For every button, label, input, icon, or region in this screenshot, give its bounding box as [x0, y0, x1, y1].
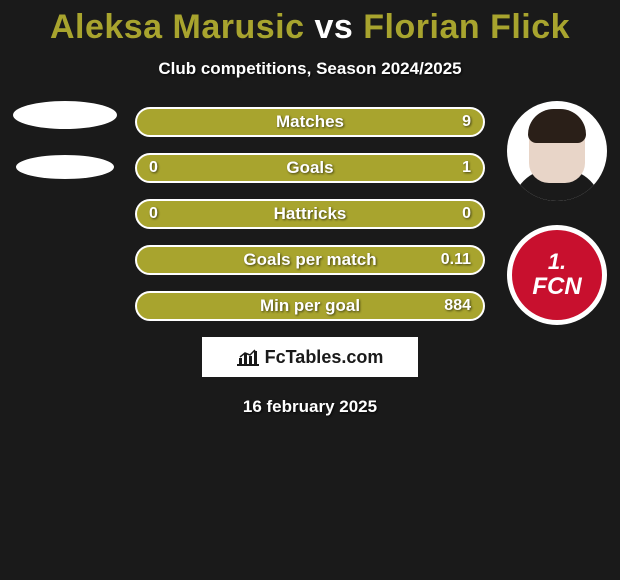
stat-right-value: 0 [462, 205, 471, 223]
stat-label: Hattricks [274, 204, 347, 224]
stat-left-value: 0 [149, 205, 158, 223]
player1-photo-placeholder [13, 101, 117, 129]
comparison-container: Aleksa Marusic vs Florian Flick Club com… [0, 0, 620, 417]
page-title: Aleksa Marusic vs Florian Flick [0, 8, 620, 47]
vs-text: vs [315, 8, 354, 46]
brand-text: FcTables.com [265, 347, 384, 368]
right-column: 1. FCN [502, 101, 612, 325]
chart-icon [237, 348, 259, 366]
player2-club-badge: 1. FCN [507, 225, 607, 325]
stat-right-value: 884 [444, 297, 471, 315]
stat-row-hattricks: 0 Hattricks 0 [135, 199, 485, 229]
player2-photo [507, 101, 607, 201]
stat-row-goals-per-match: Goals per match 0.11 [135, 245, 485, 275]
player2-hair [528, 109, 586, 143]
stat-row-matches: Matches 9 [135, 107, 485, 137]
club-badge-bottom: FCN [532, 275, 581, 299]
stat-right-value: 0.11 [441, 251, 471, 269]
stat-label: Goals per match [243, 250, 376, 270]
player2-name: Florian Flick [363, 8, 570, 46]
footer-date: 16 february 2025 [0, 397, 620, 417]
subtitle: Club competitions, Season 2024/2025 [0, 59, 620, 79]
stat-row-min-per-goal: Min per goal 884 [135, 291, 485, 321]
stat-right-value: 1 [462, 159, 471, 177]
stat-label: Goals [286, 158, 333, 178]
player1-name: Aleksa Marusic [50, 8, 305, 46]
stat-label: Matches [276, 112, 344, 132]
stat-label: Min per goal [260, 296, 360, 316]
stat-left-value: 0 [149, 159, 158, 177]
stats-list: Matches 9 0 Goals 1 0 Hattricks 0 Goals … [135, 107, 485, 321]
content-area: 1. FCN Matches 9 0 Goals 1 0 Hattricks 0 [0, 107, 620, 417]
player1-club-placeholder [16, 155, 114, 179]
stat-row-goals: 0 Goals 1 [135, 153, 485, 183]
left-column [10, 101, 120, 179]
brand-badge: FcTables.com [202, 337, 418, 377]
club-badge-top: 1. [548, 251, 566, 273]
stat-right-value: 9 [462, 113, 471, 131]
